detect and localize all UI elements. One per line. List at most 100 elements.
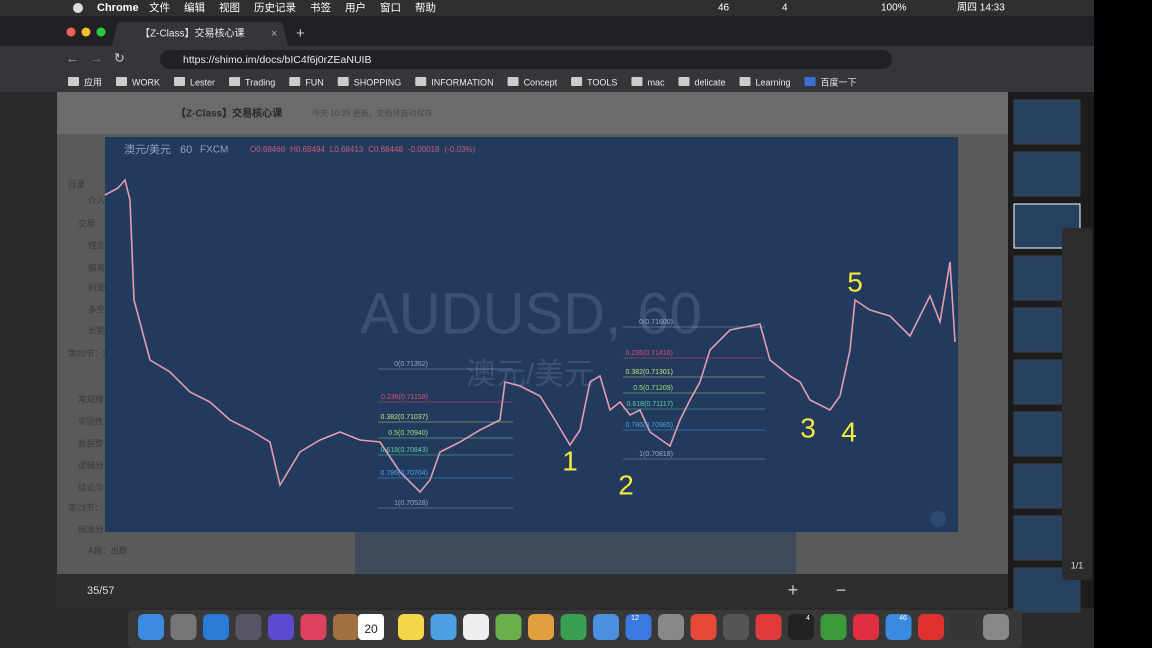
sidebar-item: 第23节： <box>68 502 103 512</box>
ohlc-high: H0.68494 <box>290 145 325 154</box>
omnibox[interactable] <box>160 50 892 69</box>
sidebar-item: 常规理 <box>78 394 104 404</box>
dock-badge: 12 <box>631 615 639 622</box>
bookmark[interactable]: Trading <box>245 77 275 87</box>
dock-icon[interactable] <box>268 614 294 640</box>
wave-label: 2 <box>618 469 634 500</box>
tab-close[interactable]: × <box>271 28 277 40</box>
menu-item[interactable]: 书签 <box>310 1 331 14</box>
bookmark[interactable]: Concept <box>524 77 558 87</box>
fib-label: 0.5(0.71209) <box>633 385 673 392</box>
wave-label: 5 <box>847 266 863 297</box>
watermark-cn: 澳元/美元 <box>466 358 594 391</box>
dock-icon[interactable] <box>723 614 749 640</box>
menu-item[interactable]: 编辑 <box>184 1 205 14</box>
dock-icon[interactable] <box>853 614 879 640</box>
minimize-button[interactable] <box>81 27 91 37</box>
dock-icon[interactable] <box>398 614 424 640</box>
expand-button[interactable] <box>930 511 946 527</box>
bookmark[interactable]: SHOPPING <box>354 77 402 87</box>
sidebar-item: 利润 <box>88 282 105 292</box>
bookmark[interactable]: INFORMATION <box>431 77 493 87</box>
forward-button[interactable]: → <box>90 50 103 65</box>
palette-page: 1/1 <box>1071 560 1084 570</box>
tool-palette <box>1062 228 1092 580</box>
bookmark[interactable]: Lester <box>190 77 215 87</box>
bookmark[interactable]: delicate <box>694 77 725 87</box>
dock-icon[interactable] <box>885 614 912 640</box>
bookmark-icon <box>631 77 643 86</box>
dock-icon[interactable] <box>203 614 229 640</box>
page-counter: 35/57 <box>87 585 115 597</box>
dock-icon[interactable] <box>170 614 197 640</box>
fib-label: 1(0.70818) <box>639 451 673 458</box>
fib-label: 0.5(0.70940) <box>388 430 428 437</box>
menu-item[interactable]: 帮助 <box>415 1 436 14</box>
bookmark[interactable]: TOOLS <box>587 77 617 87</box>
zoom-in[interactable]: + <box>788 580 799 600</box>
watermark: AUDUSD, 60 <box>360 281 702 346</box>
dock-icon[interactable] <box>430 614 457 640</box>
ohlc-change: -0.00018 <box>408 145 440 154</box>
dock-badge: 46 <box>899 615 907 622</box>
url: https://shimo.im/docs/bIC4f6j0rZEaNUIB <box>183 54 371 66</box>
dock-icon[interactable] <box>560 614 587 640</box>
dock-icon[interactable] <box>300 614 327 640</box>
sidebar-item: 目录 <box>68 179 86 189</box>
zoom-button[interactable] <box>96 27 106 37</box>
dock-icon[interactable] <box>983 614 1009 640</box>
bookmark-icon <box>116 77 128 86</box>
sidebar-item: 逻辑分 <box>78 460 104 470</box>
chart-source: FXCM <box>200 145 228 156</box>
wave-label: 1 <box>562 445 578 476</box>
menu-item[interactable]: 窗口 <box>380 1 401 14</box>
chart-interval: 60 <box>180 144 192 156</box>
status-badge: 4 <box>782 3 788 14</box>
dock-icon[interactable] <box>463 614 489 640</box>
bookmark[interactable]: Learning <box>756 77 791 87</box>
bookmark[interactable]: FUN <box>305 77 324 87</box>
dock-icon[interactable] <box>495 614 522 640</box>
close-button[interactable] <box>66 27 76 37</box>
bookmark[interactable]: 百度一下 <box>821 76 857 87</box>
dock-icon[interactable] <box>918 614 944 640</box>
new-tab[interactable]: + <box>296 25 305 42</box>
fib-label: 0.382(0.71301) <box>626 369 673 376</box>
ohlc-low: L0.68413 <box>330 145 364 154</box>
menu-item[interactable]: 文件 <box>149 1 170 14</box>
back-button[interactable]: ← <box>66 50 79 65</box>
reload-button[interactable]: ↻ <box>114 50 125 65</box>
thumbnail[interactable] <box>1013 151 1081 197</box>
menu-item[interactable]: 视图 <box>219 1 240 14</box>
chart-image <box>105 137 958 532</box>
dock-icon[interactable] <box>788 614 814 640</box>
bookmark-icon <box>68 77 79 86</box>
fib-label: 0.618(0.71117) <box>627 401 673 408</box>
sidebar-item: 结论与 <box>78 482 104 492</box>
doc-title: 【Z-Class】交易核心课 <box>176 107 283 120</box>
bookmark[interactable]: mac <box>647 77 665 87</box>
wave-label: 3 <box>800 412 816 443</box>
zoom-out[interactable]: − <box>836 580 847 600</box>
dock-icon[interactable] <box>820 614 847 640</box>
menu-item[interactable]: 用户 <box>345 1 366 14</box>
dock-icon[interactable] <box>138 614 164 640</box>
dock-icon[interactable] <box>690 614 717 640</box>
dock-icon[interactable] <box>528 614 554 640</box>
dock-icon[interactable] <box>235 614 262 640</box>
dock-icon[interactable] <box>658 614 684 640</box>
dock-icon[interactable] <box>625 614 652 640</box>
active-tab[interactable] <box>112 22 288 46</box>
dock-icon[interactable] <box>950 614 977 640</box>
dock-icon[interactable] <box>755 614 782 640</box>
bookmarks-bar <box>0 72 1094 92</box>
calendar-icon[interactable] <box>358 614 384 640</box>
bookmark-icon <box>229 77 241 86</box>
thumbnail[interactable] <box>1013 99 1081 145</box>
status-badge: 46 <box>718 3 730 14</box>
bookmark[interactable]: 应用 <box>84 76 102 87</box>
dock-icon[interactable] <box>593 614 619 640</box>
bookmark[interactable]: WORK <box>132 77 160 87</box>
menu-item[interactable]: 历史记录 <box>254 2 296 14</box>
dock-icon[interactable] <box>333 614 359 640</box>
